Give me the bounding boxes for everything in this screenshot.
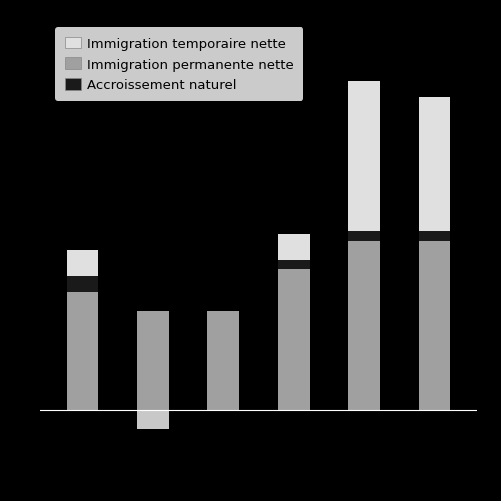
Bar — [418, 98, 449, 231]
Bar — [278, 235, 309, 261]
Bar — [207, 311, 238, 410]
Bar — [348, 241, 379, 410]
Bar — [348, 231, 379, 241]
Bar — [278, 260, 309, 270]
Bar — [418, 231, 449, 241]
Bar — [278, 270, 309, 410]
Bar — [67, 276, 98, 292]
Bar — [67, 292, 98, 410]
Bar — [137, 410, 168, 429]
Bar — [137, 311, 168, 410]
Bar — [67, 250, 98, 276]
Legend: Immigration temporaire nette, Immigration permanente nette, Accroissement nature: Immigration temporaire nette, Immigratio… — [56, 28, 303, 101]
Bar — [348, 82, 379, 231]
Bar — [418, 241, 449, 410]
